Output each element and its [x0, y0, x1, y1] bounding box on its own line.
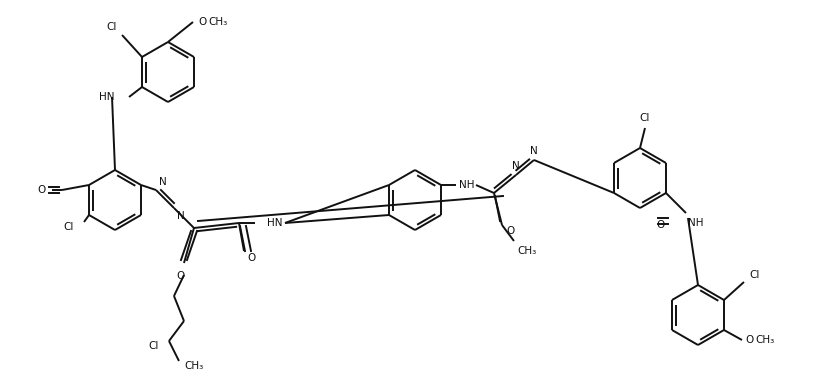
Text: NH: NH	[459, 180, 475, 190]
Text: CH₃: CH₃	[755, 335, 774, 345]
Text: O: O	[177, 271, 185, 281]
Text: Cl: Cl	[106, 22, 117, 32]
Text: N: N	[159, 177, 167, 187]
Text: O: O	[745, 335, 753, 345]
Text: N: N	[177, 211, 184, 221]
Text: Cl: Cl	[64, 222, 74, 232]
Text: O: O	[37, 185, 46, 195]
Text: CH₃: CH₃	[184, 361, 204, 371]
Text: HN: HN	[99, 92, 114, 102]
Text: O: O	[656, 220, 665, 230]
Text: O: O	[247, 253, 255, 263]
Text: CH₃: CH₃	[517, 246, 536, 256]
Text: O: O	[506, 226, 514, 236]
Text: N: N	[530, 146, 538, 156]
Text: NH: NH	[688, 218, 704, 228]
Text: Cl: Cl	[749, 270, 760, 280]
Text: Cl: Cl	[149, 341, 159, 351]
Text: CH₃: CH₃	[208, 17, 227, 27]
Text: N: N	[512, 161, 520, 171]
Text: HN: HN	[267, 218, 283, 228]
Text: Cl: Cl	[640, 113, 650, 123]
Text: O: O	[198, 17, 206, 27]
